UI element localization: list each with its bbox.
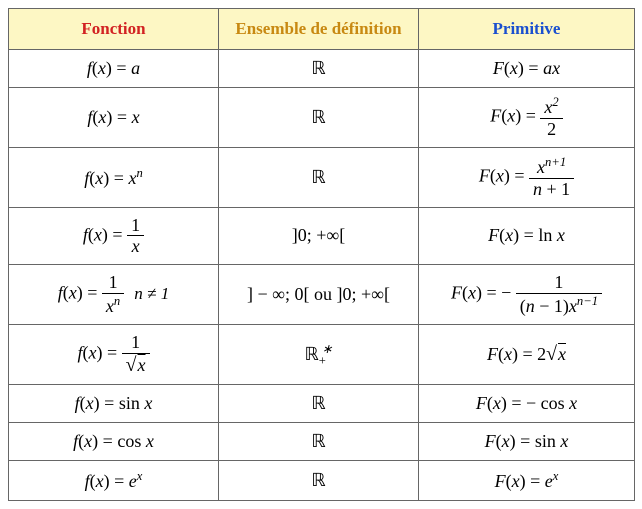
table-row: f(x) = xℝF(x) = x22 <box>9 88 635 148</box>
header-primitive: Primitive <box>419 9 635 50</box>
header-fonction: Fonction <box>9 9 219 50</box>
primitives-table: Fonction Ensemble de définition Primitiv… <box>8 8 635 501</box>
cell-ensemble: ℝ <box>219 422 419 460</box>
table-row: f(x) = aℝF(x) = ax <box>9 50 635 88</box>
cell-ensemble: ℝ <box>219 50 419 88</box>
header-row: Fonction Ensemble de définition Primitiv… <box>9 9 635 50</box>
cell-fonction: f(x) = x <box>9 88 219 148</box>
cell-ensemble: ℝ <box>219 460 419 500</box>
cell-fonction: f(x) = a <box>9 50 219 88</box>
cell-primitive: F(x) = − 1(n − 1)xn−1 <box>419 265 635 325</box>
cell-ensemble: ℝ <box>219 147 419 207</box>
cell-primitive: F(x) = xn+1n + 1 <box>419 147 635 207</box>
cell-ensemble: ]0; +∞[ <box>219 207 419 265</box>
cell-fonction: f(x) = 1xnn ≠ 1 <box>9 265 219 325</box>
table-row: f(x) = 1x]0; +∞[F(x) = ln x <box>9 207 635 265</box>
table-row: f(x) = cos xℝF(x) = sin x <box>9 422 635 460</box>
table-row: f(x) = 1xnn ≠ 1] − ∞; 0[ ou ]0; +∞[F(x) … <box>9 265 635 325</box>
table-body: f(x) = aℝF(x) = axf(x) = xℝF(x) = x22f(x… <box>9 50 635 501</box>
cell-fonction: f(x) = ex <box>9 460 219 500</box>
cell-fonction: f(x) = sin x <box>9 384 219 422</box>
table-row: f(x) = exℝF(x) = ex <box>9 460 635 500</box>
cell-primitive: F(x) = ex <box>419 460 635 500</box>
cell-primitive: F(x) = x22 <box>419 88 635 148</box>
table-row: f(x) = 1√xℝ+∗F(x) = 2√x <box>9 325 635 385</box>
cell-fonction: f(x) = cos x <box>9 422 219 460</box>
cell-primitive: F(x) = − cos x <box>419 384 635 422</box>
table-row: f(x) = xnℝF(x) = xn+1n + 1 <box>9 147 635 207</box>
cell-ensemble: ℝ <box>219 88 419 148</box>
cell-primitive: F(x) = 2√x <box>419 325 635 385</box>
cell-ensemble: ] − ∞; 0[ ou ]0; +∞[ <box>219 265 419 325</box>
cell-fonction: f(x) = 1√x <box>9 325 219 385</box>
cell-ensemble: ℝ <box>219 384 419 422</box>
cell-ensemble: ℝ+∗ <box>219 325 419 385</box>
cell-primitive: F(x) = ax <box>419 50 635 88</box>
table-row: f(x) = sin xℝF(x) = − cos x <box>9 384 635 422</box>
cell-fonction: f(x) = 1x <box>9 207 219 265</box>
cell-primitive: F(x) = sin x <box>419 422 635 460</box>
cell-primitive: F(x) = ln x <box>419 207 635 265</box>
cell-fonction: f(x) = xn <box>9 147 219 207</box>
header-ensemble: Ensemble de définition <box>219 9 419 50</box>
